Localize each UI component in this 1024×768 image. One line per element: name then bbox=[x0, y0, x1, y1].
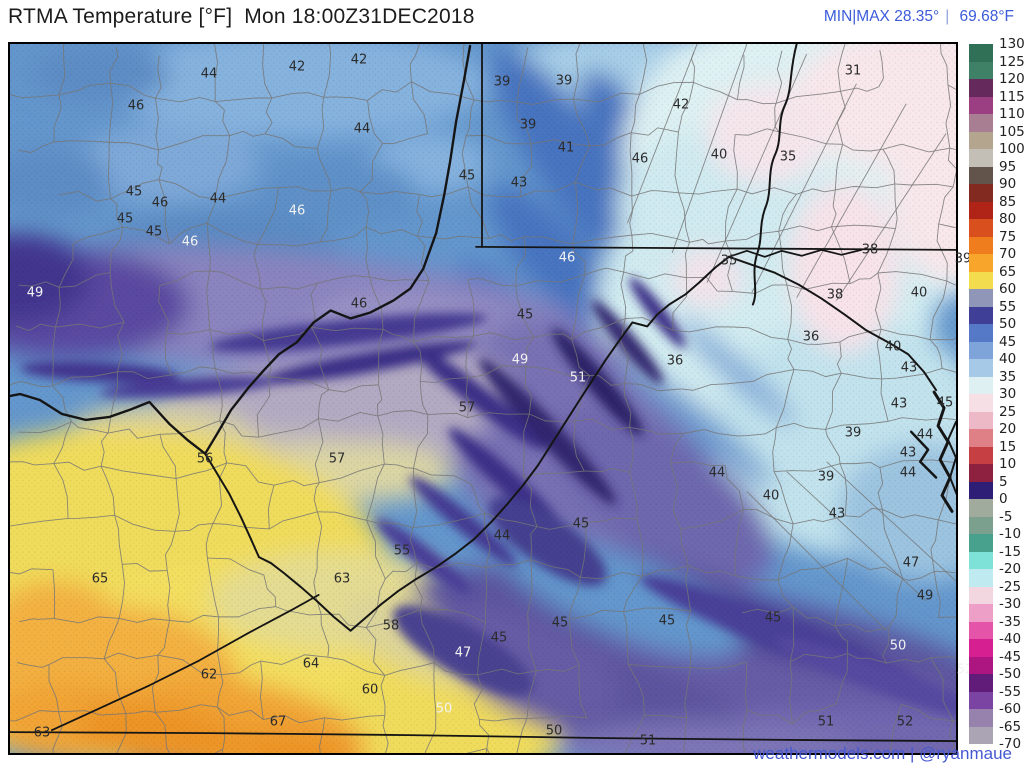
colorbar-band bbox=[969, 166, 993, 184]
colorbar-band bbox=[969, 726, 993, 744]
colorbar-tick-label: 0 bbox=[999, 491, 1008, 507]
colorbar-tick-label: 45 bbox=[999, 333, 1017, 350]
colorbar-tick-label: 120 bbox=[999, 71, 1024, 87]
colorbar-tick-label: -35 bbox=[999, 613, 1022, 630]
colorbar-band bbox=[969, 621, 993, 639]
colorbar-band bbox=[969, 201, 993, 219]
colorbar-tick-label: 35 bbox=[999, 368, 1017, 385]
boundary-lines bbox=[10, 44, 956, 753]
colorbar-band bbox=[969, 481, 993, 499]
minmax-separator: | bbox=[945, 8, 950, 25]
colorbar-tick-label: 15 bbox=[999, 438, 1017, 455]
colorbar-tick-label: 20 bbox=[999, 421, 1017, 437]
colorbar: 130 125 120 115 110 105 100 95 90 85 80 75 70 65 60 55 5… bbox=[969, 36, 1024, 752]
colorbar-tick-label: -5 bbox=[999, 508, 1013, 525]
colorbar-band bbox=[969, 44, 993, 62]
colorbar-tick-label: -50 bbox=[999, 666, 1022, 682]
colorbar-tick-label: 105 bbox=[999, 123, 1024, 140]
colorbar-tick-label: 65 bbox=[999, 263, 1017, 280]
colorbar-band bbox=[969, 184, 993, 202]
colorbar-tick-label: 130 bbox=[999, 36, 1024, 52]
colorbar-band bbox=[969, 131, 993, 149]
colorbar-band bbox=[969, 61, 993, 79]
colorbar-tick-label: 75 bbox=[999, 228, 1017, 245]
colorbar-tick-label: -20 bbox=[999, 561, 1022, 577]
colorbar-tick-label: 85 bbox=[999, 193, 1017, 210]
colorbar-band bbox=[969, 674, 993, 692]
colorbar-band bbox=[969, 516, 993, 534]
temperature-map[interactable]: 44 42 42 46 44 45 45 46 45 45 46 46 44 39 39 42 31 39 41 46… bbox=[8, 42, 973, 755]
colorbar-tick-label: 125 bbox=[999, 53, 1024, 70]
colorbar-band bbox=[969, 289, 993, 307]
colorbar-band bbox=[969, 464, 993, 482]
colorbar-band bbox=[969, 254, 993, 272]
colorbar-band bbox=[969, 604, 993, 622]
colorbar-tick-label: 60 bbox=[999, 281, 1017, 297]
colorbar-tick-label: 5 bbox=[999, 473, 1008, 490]
colorbar-tick-label: -55 bbox=[999, 683, 1022, 700]
colorbar-band bbox=[969, 499, 993, 517]
colorbar-tick-label: -10 bbox=[999, 526, 1022, 542]
colorbar-tick-label: -65 bbox=[999, 718, 1022, 735]
colorbar-band bbox=[969, 306, 993, 324]
colorbar-tick-label: -30 bbox=[999, 596, 1022, 612]
colorbar-band bbox=[969, 534, 993, 552]
colorbar-band bbox=[969, 359, 993, 377]
county-borders bbox=[10, 44, 956, 753]
colorbar-band bbox=[969, 586, 993, 604]
colorbar-tick-label: 50 bbox=[999, 316, 1017, 332]
colorbar-tick-label: 25 bbox=[999, 403, 1017, 420]
colorbar-band bbox=[969, 271, 993, 289]
colorbar-band bbox=[969, 341, 993, 359]
colorbar-band bbox=[969, 219, 993, 237]
colorbar-tick-label: 40 bbox=[999, 351, 1017, 367]
colorbar-band bbox=[969, 569, 993, 587]
colorbar-band bbox=[969, 236, 993, 254]
colorbar-band bbox=[969, 114, 993, 132]
minmax-readout: MIN|MAX 28.35° | 69.68°F bbox=[824, 8, 1014, 26]
colorbar-tick-label: 110 bbox=[999, 106, 1024, 122]
colorbar-tick-label: 115 bbox=[999, 88, 1024, 105]
colorbar-band bbox=[969, 691, 993, 709]
colorbar-tick-label: -70 bbox=[999, 736, 1022, 752]
colorbar-tick-label: 10 bbox=[999, 456, 1017, 472]
colorbar-band bbox=[969, 96, 993, 114]
colorbar-band bbox=[969, 639, 993, 657]
colorbar-tick-label: 55 bbox=[999, 298, 1017, 315]
state-borders bbox=[10, 44, 956, 742]
colorbar-tick-label: 95 bbox=[999, 158, 1017, 175]
colorbar-tick-label: -25 bbox=[999, 578, 1022, 595]
colorbar-tick-label: 80 bbox=[999, 211, 1017, 227]
colorbar-tick-label: 100 bbox=[999, 141, 1024, 157]
minmax-label: MIN|MAX bbox=[823, 8, 895, 25]
max-value: 69.68°F bbox=[955, 8, 1014, 25]
colorbar-tick-label: -60 bbox=[999, 701, 1022, 717]
colorbar-band bbox=[969, 149, 993, 167]
colorbar-tick-label: 30 bbox=[999, 386, 1017, 402]
colorbar-band bbox=[969, 709, 993, 727]
colorbar-band bbox=[969, 376, 993, 394]
colorbar-band bbox=[969, 429, 993, 447]
colorbar-band bbox=[969, 79, 993, 97]
colorbar-band bbox=[969, 446, 993, 464]
colorbar-band bbox=[969, 394, 993, 412]
colorbar-tick-label: -15 bbox=[999, 543, 1022, 560]
colorbar-band bbox=[969, 324, 993, 342]
colorbar-band bbox=[969, 411, 993, 429]
colorbar-tick-label: 90 bbox=[999, 176, 1017, 192]
colorbar-band bbox=[969, 551, 993, 569]
min-value: 28.35° bbox=[894, 8, 940, 25]
ridge-county-lines bbox=[626, 44, 956, 632]
colorbar-band bbox=[969, 656, 993, 674]
map-title: RTMA Temperature [°F] Mon 18:00Z31DEC201… bbox=[8, 5, 475, 28]
credit-watermark: weathermodels.com | @ryanmaue bbox=[753, 744, 1012, 763]
colorbar-tick-label: 70 bbox=[999, 246, 1017, 262]
colorbar-tick-label: -40 bbox=[999, 631, 1022, 647]
colorbar-tick-label: -45 bbox=[999, 648, 1022, 665]
